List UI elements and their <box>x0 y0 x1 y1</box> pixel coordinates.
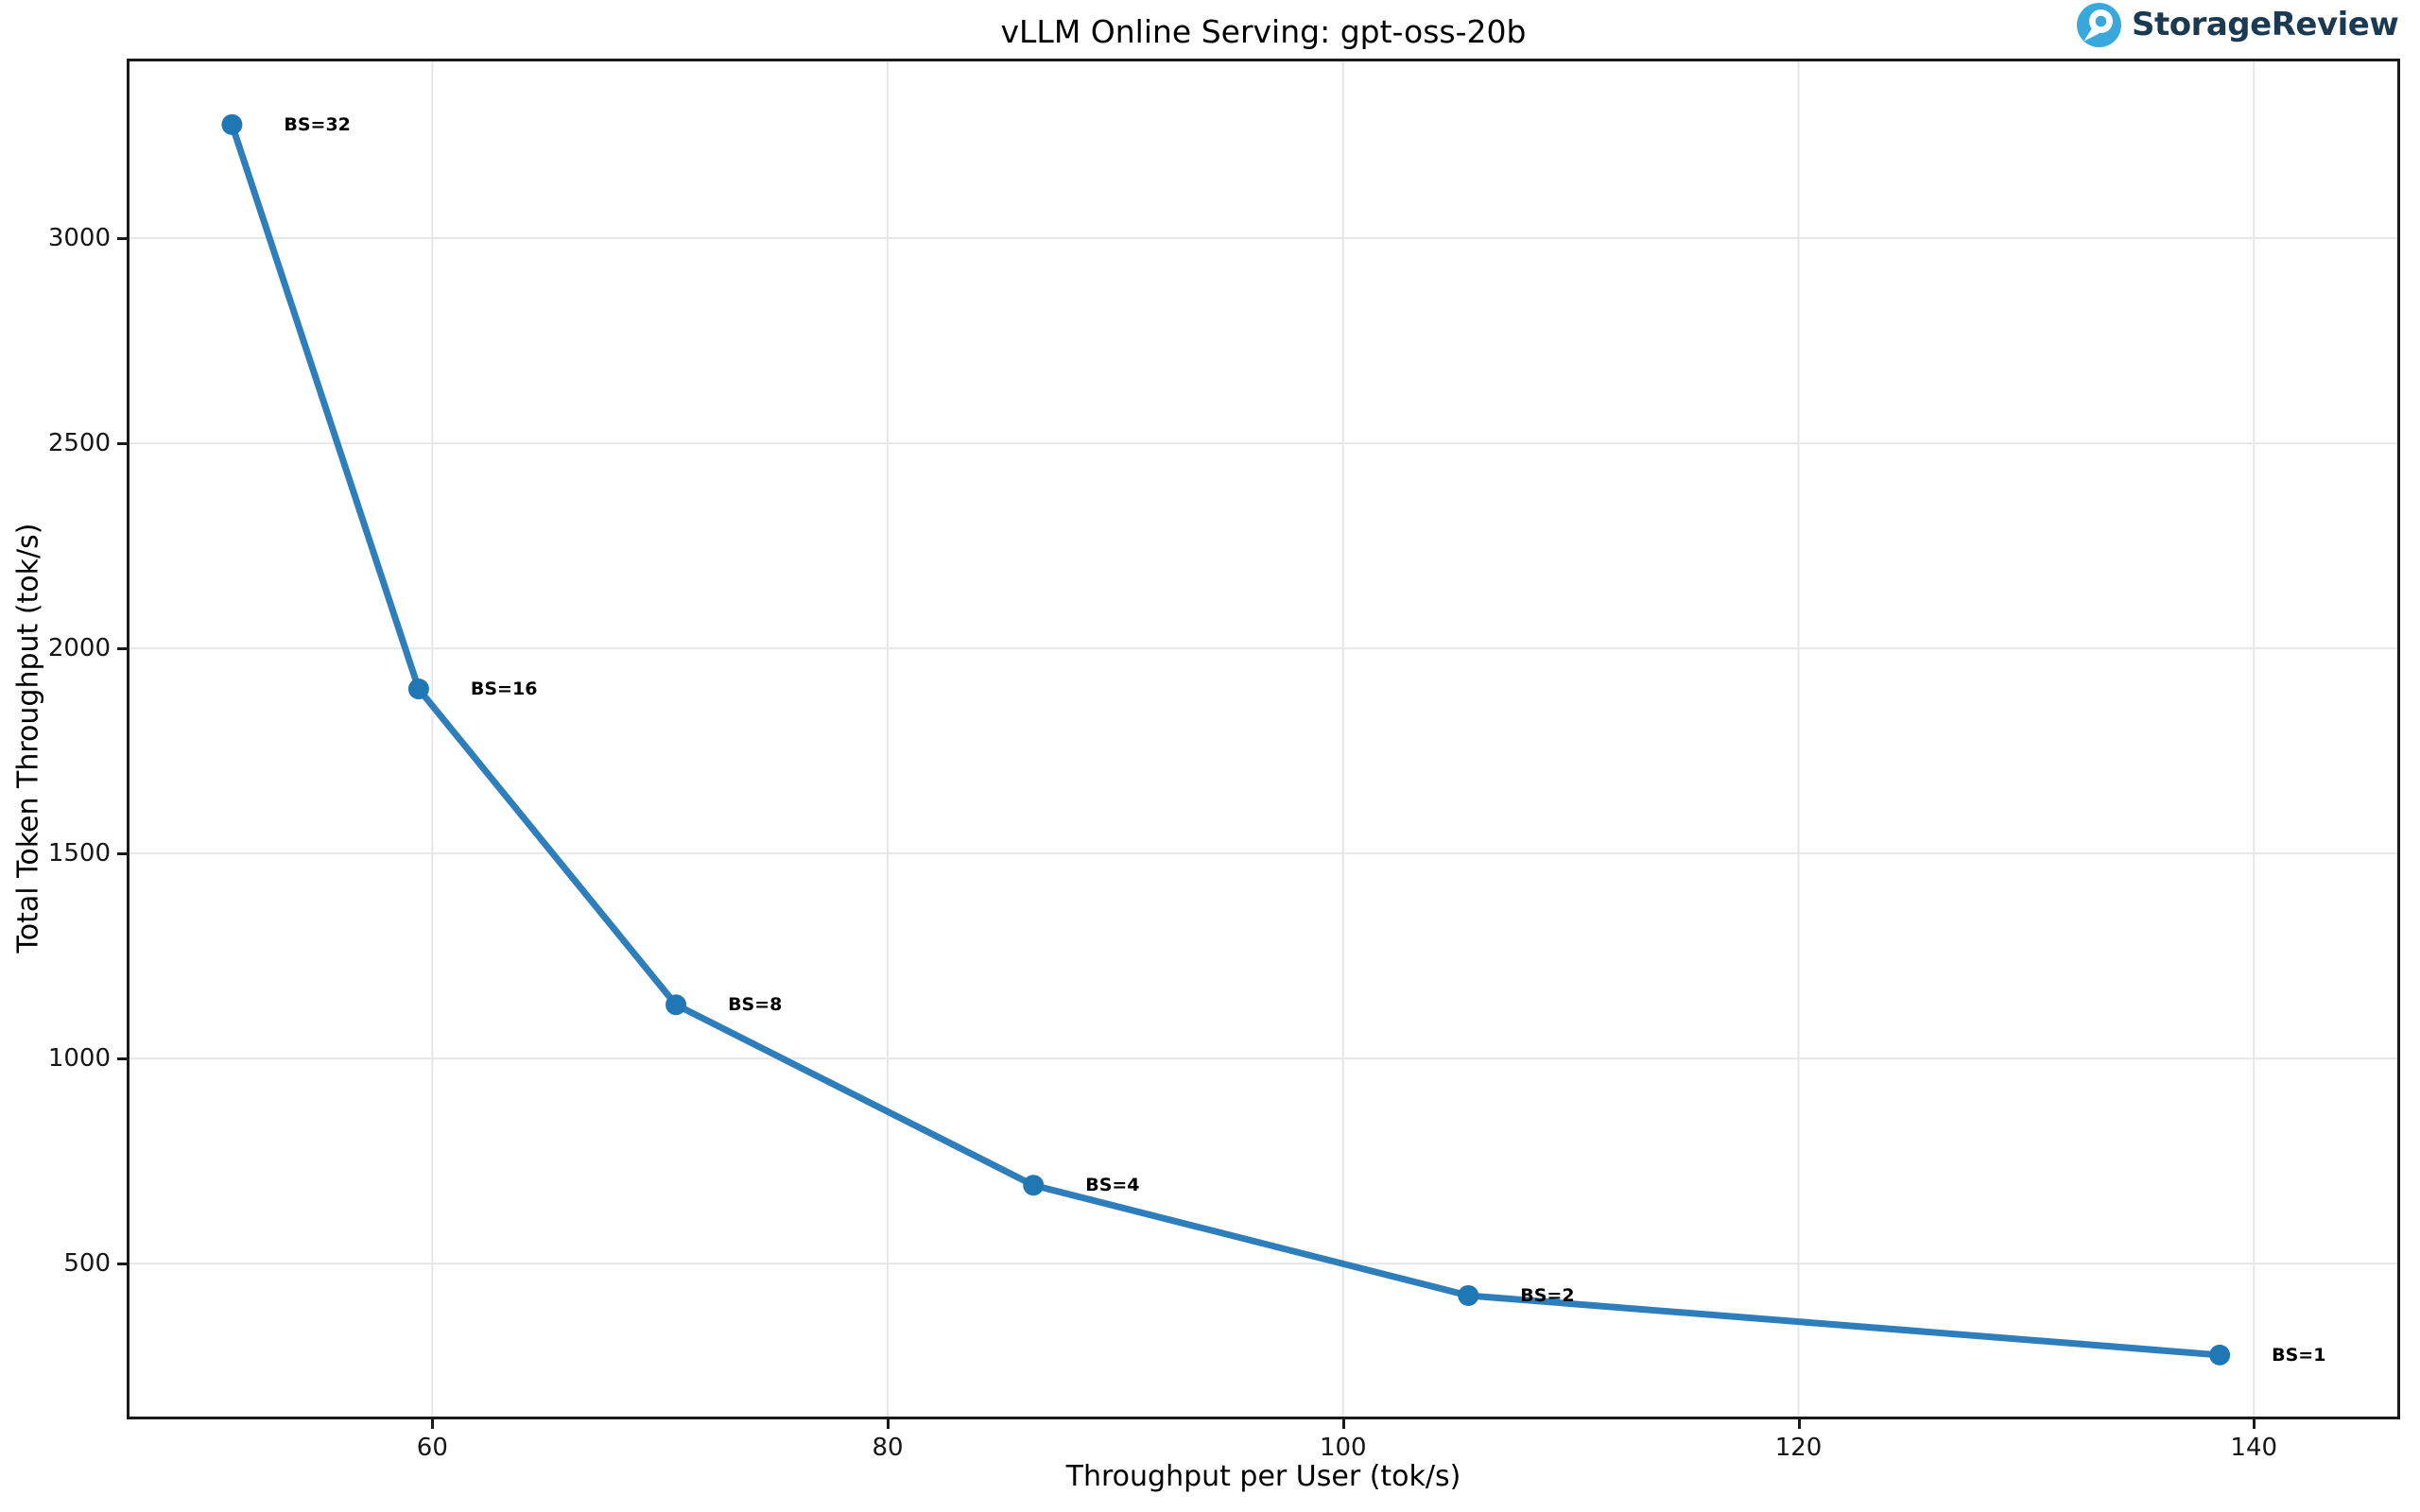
x-tick-mark <box>887 1419 890 1429</box>
x-axis-label: Throughput per User (tok/s) <box>1065 1460 1461 1493</box>
point-annotation: BS=16 <box>470 679 538 700</box>
data-point-marker <box>221 113 243 135</box>
y-tick-label: 3000 <box>47 224 111 253</box>
y-tick-mark <box>117 852 127 856</box>
storagereview-icon <box>2077 2 2121 47</box>
y-tick-label: 1000 <box>47 1044 111 1074</box>
x-tick-label: 120 <box>1774 1434 1823 1462</box>
plot-area: BS=32 BS=16 BS=8 BS=4 BS=2 BS=1 <box>127 59 2400 1419</box>
data-point-marker <box>407 679 429 700</box>
series-line <box>228 121 2223 1359</box>
plot-canvas <box>130 61 2397 1417</box>
point-annotation: BS=32 <box>284 113 351 135</box>
x-tick-mark <box>431 1419 435 1429</box>
x-tick-mark <box>1341 1419 1345 1429</box>
y-tick-label: 500 <box>63 1249 111 1279</box>
y-tick-mark <box>117 442 127 446</box>
point-annotation: BS=1 <box>2272 1344 2326 1366</box>
x-tick-mark <box>1797 1419 1801 1429</box>
data-point-marker <box>1023 1175 1045 1196</box>
y-tick-label: 2000 <box>47 634 111 663</box>
y-tick-mark <box>117 1263 127 1266</box>
x-tick-label: 60 <box>416 1434 448 1462</box>
x-tick-mark <box>2253 1419 2256 1429</box>
data-point-marker <box>666 994 687 1016</box>
y-tick-mark <box>117 1057 127 1061</box>
y-tick-mark <box>117 647 127 651</box>
data-point-marker <box>2209 1344 2231 1366</box>
storagereview-logo: StorageReview <box>2077 2 2399 47</box>
x-tick-label: 100 <box>1319 1434 1367 1462</box>
chart-title: vLLM Online Serving: gpt-oss-20b <box>1000 13 1527 50</box>
x-tick-label: 80 <box>872 1434 904 1462</box>
x-tick-label: 140 <box>2230 1434 2278 1462</box>
logo-text: StorageReview <box>2132 6 2399 43</box>
y-tick-mark <box>117 237 127 241</box>
point-annotation: BS=4 <box>1085 1175 1140 1196</box>
y-axis-label: Total Token Throughput (tok/s) <box>11 523 45 954</box>
point-annotation: BS=2 <box>1520 1284 1575 1306</box>
y-tick-label: 2500 <box>47 429 111 458</box>
y-tick-label: 1500 <box>47 839 111 868</box>
point-annotation: BS=8 <box>728 994 783 1016</box>
data-point-marker <box>1458 1284 1479 1306</box>
